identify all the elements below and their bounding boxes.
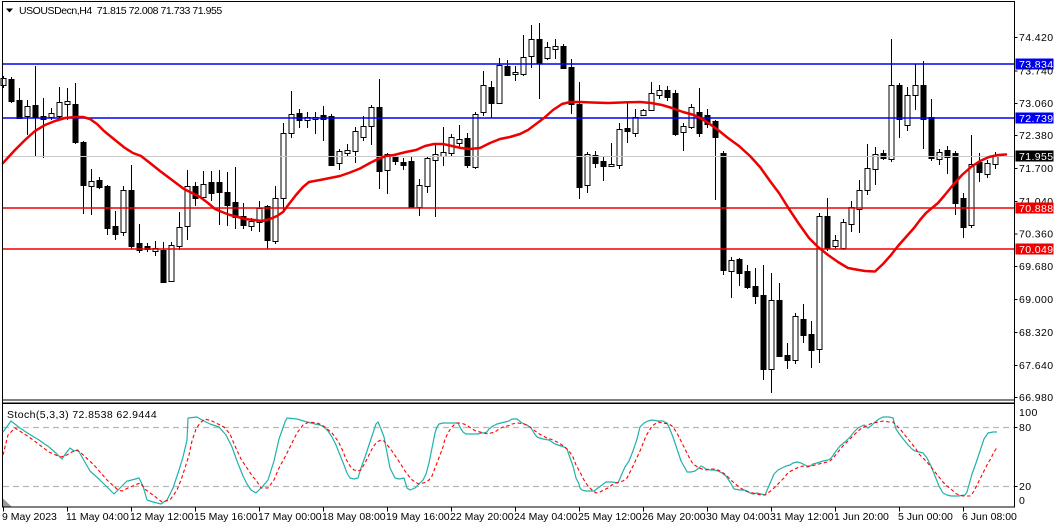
svg-text:74.420: 74.420: [1019, 32, 1054, 44]
svg-text:1 Jun 20:00: 1 Jun 20:00: [834, 511, 889, 523]
svg-text:69.680: 69.680: [1019, 261, 1054, 273]
svg-text:18 May 08:00: 18 May 08:00: [322, 511, 386, 523]
svg-text:73.740: 73.740: [1019, 66, 1054, 78]
svg-text:5 Jun 00:00: 5 Jun 00:00: [898, 511, 953, 523]
svg-text:73.060: 73.060: [1019, 98, 1054, 110]
svg-text:20: 20: [1019, 481, 1031, 493]
svg-text:70.049: 70.049: [1019, 244, 1054, 256]
svg-text:12 May 12:00: 12 May 12:00: [130, 511, 194, 523]
svg-text:71.700: 71.700: [1019, 163, 1054, 175]
svg-text:80: 80: [1019, 422, 1031, 434]
svg-text:72.380: 72.380: [1019, 130, 1054, 142]
svg-text:15 May 16:00: 15 May 16:00: [194, 511, 258, 523]
svg-text:66.980: 66.980: [1019, 392, 1054, 404]
svg-text:73.834: 73.834: [1019, 59, 1054, 71]
svg-text:70.888: 70.888: [1019, 203, 1054, 215]
svg-text:67.640: 67.640: [1019, 360, 1054, 372]
svg-text:17 May 00:00: 17 May 00:00: [258, 511, 322, 523]
svg-text:24 May 04:00: 24 May 04:00: [514, 511, 578, 523]
svg-text:30 May 04:00: 30 May 04:00: [706, 511, 770, 523]
svg-text:6 Jun 08:00: 6 Jun 08:00: [962, 511, 1017, 523]
svg-text:Stoch(5,3,3) 72.8538 62.9444: Stoch(5,3,3) 72.8538 62.9444: [7, 409, 157, 421]
svg-text:69.000: 69.000: [1019, 294, 1054, 306]
svg-text:71.955: 71.955: [1019, 151, 1054, 163]
svg-text:USOUSDecn,H4 71.815 72.008 71: USOUSDecn,H4 71.815 72.008 71.733 71.955: [19, 5, 222, 17]
svg-text:26 May 20:00: 26 May 20:00: [642, 511, 706, 523]
svg-text:25 May 12:00: 25 May 12:00: [578, 511, 642, 523]
svg-text:9 May 2023: 9 May 2023: [2, 511, 57, 523]
svg-text:19 May 16:00: 19 May 16:00: [386, 511, 450, 523]
svg-text:22 May 20:00: 22 May 20:00: [450, 511, 514, 523]
svg-text:11 May 04:00: 11 May 04:00: [66, 511, 129, 523]
svg-text:72.739: 72.739: [1019, 113, 1054, 125]
svg-text:100: 100: [1019, 407, 1038, 419]
svg-text:31 May 12:00: 31 May 12:00: [770, 511, 834, 523]
svg-text:68.320: 68.320: [1019, 327, 1054, 339]
svg-text:0: 0: [1019, 495, 1025, 507]
svg-text:70.360: 70.360: [1019, 229, 1054, 241]
